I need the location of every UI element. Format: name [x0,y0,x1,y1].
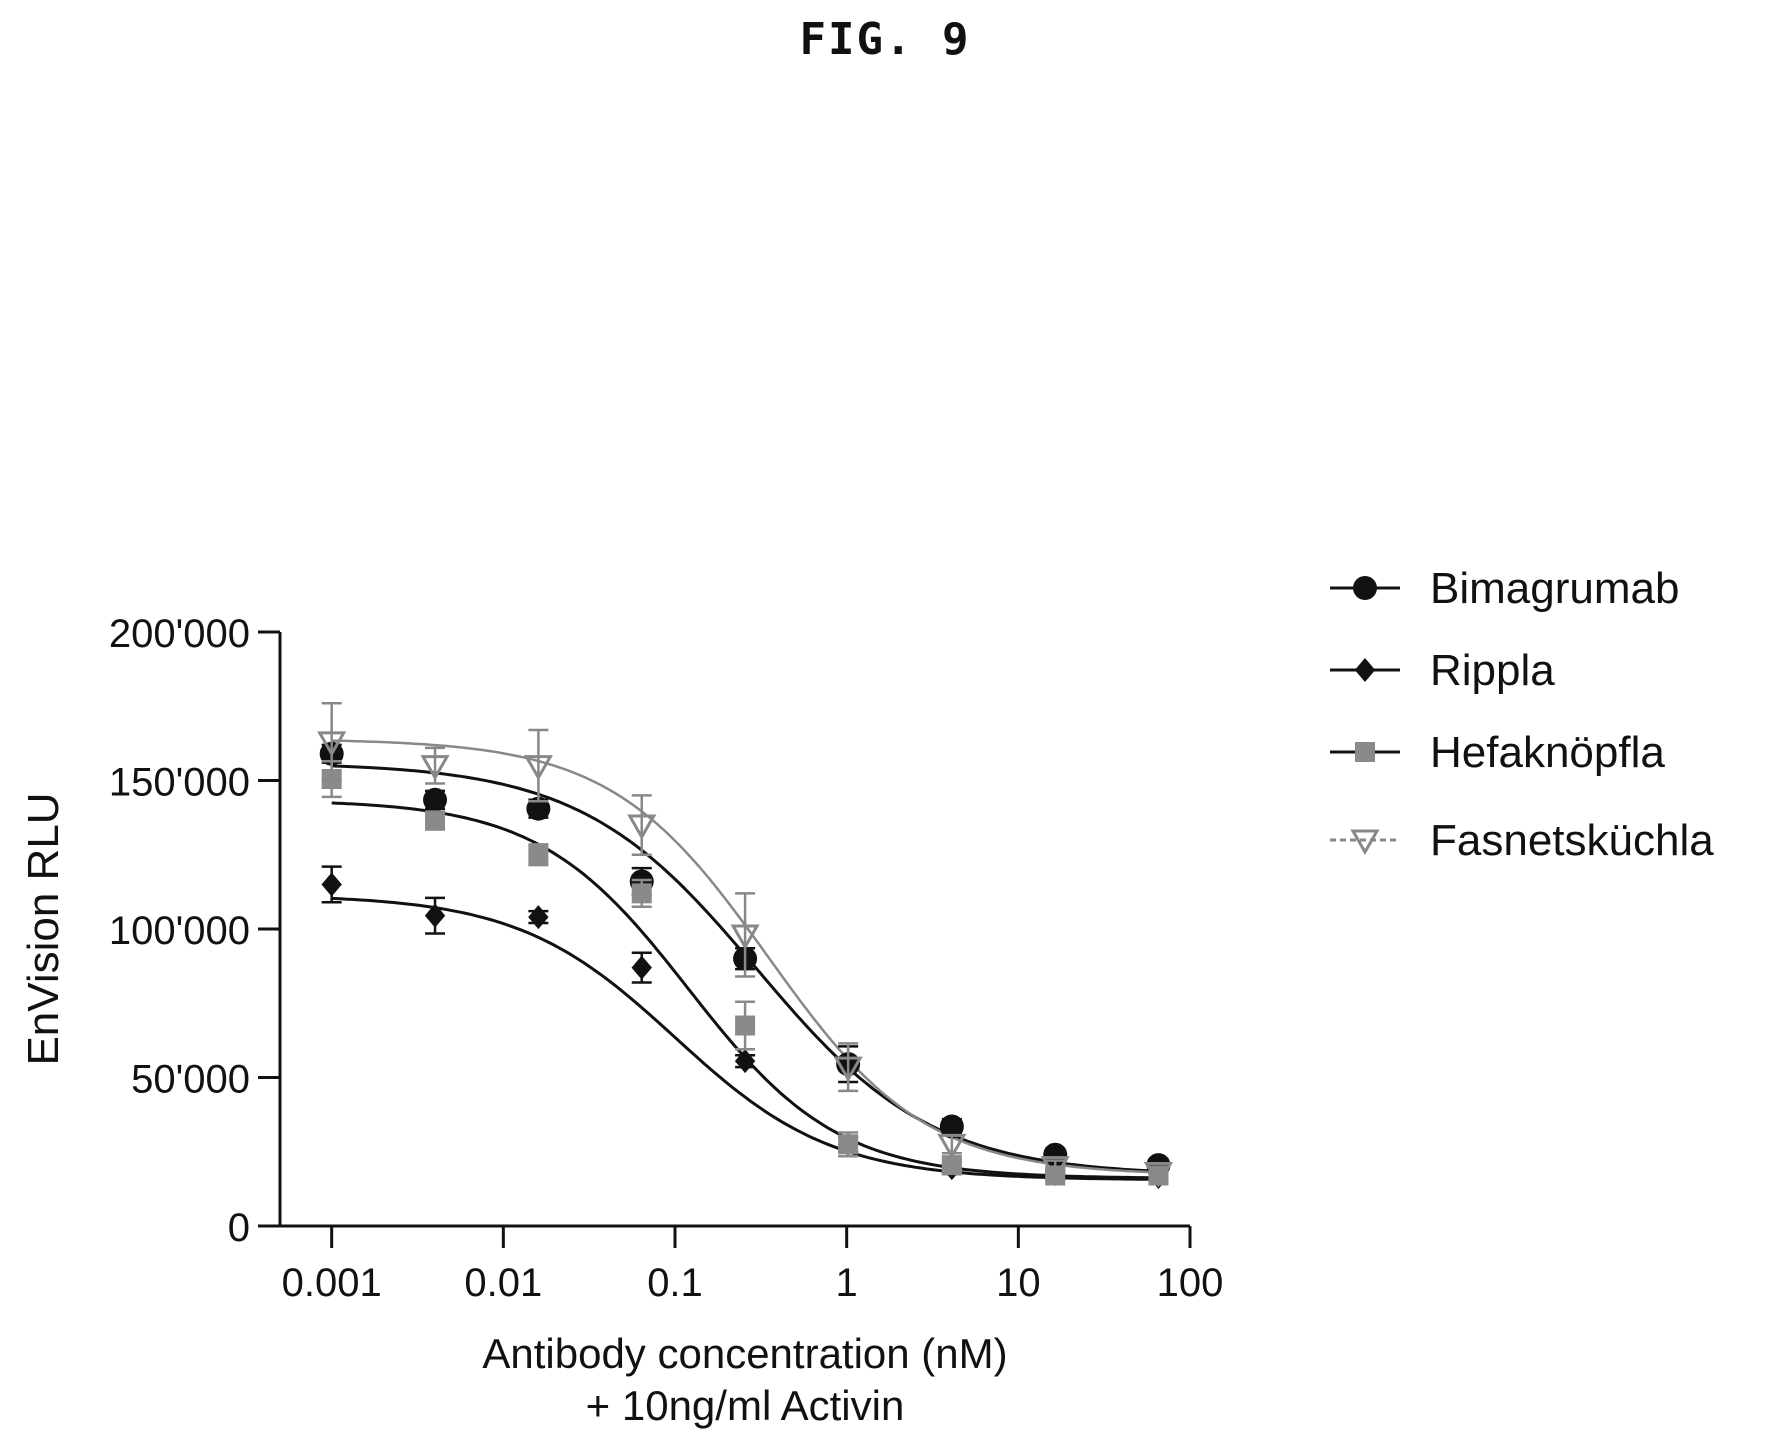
data-point [939,1114,964,1139]
data-point [833,1056,863,1083]
x-axis-label: Antibody concentration (nM) [482,1330,1007,1377]
x-axis-label-sub: + 10ng/ml Activin [586,1382,905,1429]
fit-curve [331,896,1159,1181]
legend-marker [1350,829,1380,856]
data-point [631,883,652,904]
y-tick-label: 200'000 [109,612,250,656]
data-point [425,810,446,831]
data-point [1143,1162,1174,1188]
data-point [424,903,446,928]
y-tick-label: 100'000 [109,909,250,953]
fit-curve [331,801,1159,1180]
legend-label: Bimagrumab [1430,564,1679,613]
legend-marker [1354,658,1376,682]
x-tick-label: 0.01 [464,1261,542,1305]
x-tick-label: 1 [836,1261,858,1305]
data-point [317,731,347,757]
y-tick-label: 150'000 [109,761,250,805]
y-axis-label: EnVision RLU [19,792,68,1065]
x-ticks: 0.001 0.01 0.1 1 10 100 [282,1226,1224,1305]
data-point [321,872,342,897]
data-point [627,814,657,841]
data-point [423,787,448,812]
y-tick-label: 50'000 [131,1058,250,1102]
legend-marker [1353,576,1377,600]
data-point [730,924,760,950]
legend: Bimagrumab Rippla Hefaknöpfla Fasnetsküchla [1330,564,1714,865]
data-point [735,1015,756,1036]
data-point [631,955,652,980]
x-tick-label: 0.001 [282,1261,382,1305]
figure-label: FIG. 9 [799,14,971,65]
data-point [528,844,549,865]
data-point [523,755,553,781]
data-point [420,755,450,781]
data-points [317,702,1174,1189]
x-tick-label: 0.1 [647,1261,703,1305]
data-point [528,905,549,930]
data-point [526,796,551,821]
data-point [937,1133,967,1160]
y-ticks: 0 50'000 100'000 150'000 200'000 [109,612,280,1250]
data-point [838,1134,859,1155]
data-point [1040,1156,1070,1182]
x-tick-label: 100 [1157,1261,1224,1305]
legend-label: Hefaknöpfla [1430,728,1665,777]
legend-label: Rippla [1430,646,1555,695]
data-point [941,1155,962,1176]
legend-label: Fasnetsküchla [1430,816,1714,865]
y-tick-label: 0 [228,1206,250,1250]
x-tick-label: 10 [996,1261,1041,1305]
data-point [734,1049,756,1074]
legend-marker [1355,742,1375,762]
